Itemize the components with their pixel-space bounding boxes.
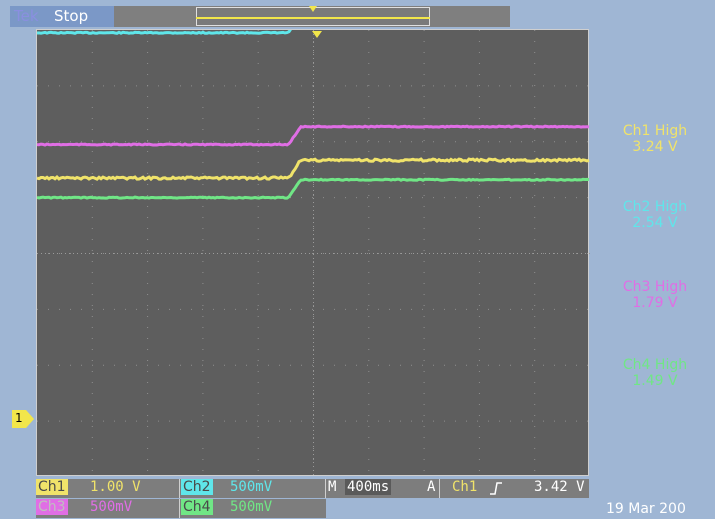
waveform-display[interactable] xyxy=(36,29,590,477)
rising-edge-icon xyxy=(490,482,502,495)
ch1-scale: 1.00 V xyxy=(90,479,141,495)
measurement-value: 2.54 V xyxy=(632,215,678,231)
measurement-ch1-high: Ch1 High 3.24 V xyxy=(598,123,712,155)
measurement-ch2-high: Ch2 High 2.54 V xyxy=(598,199,712,231)
waveform-ch2 xyxy=(37,30,292,35)
measurement-value: 3.24 V xyxy=(632,139,678,155)
ch3-scale: 500mV xyxy=(90,499,133,515)
ch4-scale: 500mV xyxy=(230,499,273,515)
trigger-level[interactable]: 3.42 V xyxy=(534,479,585,495)
record-trace-line xyxy=(196,17,430,19)
ch3-tag[interactable]: Ch3 xyxy=(36,499,68,515)
divider xyxy=(179,499,180,518)
waveform-ch3 xyxy=(37,124,590,147)
measurement-value: 1.49 V xyxy=(632,373,678,389)
date-stamp: 19 Mar 200 xyxy=(606,501,686,517)
timebase-value[interactable]: 400ms xyxy=(345,479,392,495)
acquisition-status: Stop xyxy=(54,7,89,25)
ch2-tag[interactable]: Ch2 xyxy=(181,479,213,495)
waveform-ch1 xyxy=(37,157,590,182)
brand-label: Tek xyxy=(14,7,39,25)
timebase-prefix: M xyxy=(328,479,337,495)
ch1-ground-marker[interactable]: 1 xyxy=(12,410,36,428)
trigger-position-marker xyxy=(309,6,317,12)
measurement-ch3-high: Ch3 High 1.79 V xyxy=(598,279,712,311)
graticule xyxy=(37,30,590,477)
waveform-ch4 xyxy=(37,177,590,200)
divider xyxy=(325,479,326,498)
trigger-source[interactable]: Ch1 xyxy=(452,479,478,495)
ch4-tag[interactable]: Ch4 xyxy=(181,499,213,515)
horizontal-position-marker[interactable] xyxy=(312,31,322,38)
divider xyxy=(439,479,440,498)
ch2-scale: 500mV xyxy=(230,479,273,495)
ch1-tag[interactable]: Ch1 xyxy=(36,479,68,495)
divider xyxy=(179,479,180,498)
settings-row-2: Ch3 500mV Ch4 500mV xyxy=(36,499,326,518)
ch1-marker-label: 1 xyxy=(15,411,23,425)
measurement-ch4-high: Ch4 High 1.49 V xyxy=(598,357,712,389)
measurement-value: 1.79 V xyxy=(632,295,678,311)
measurement-label: Ch2 High xyxy=(622,199,688,215)
acquisition-status-box xyxy=(10,6,114,27)
measurement-label: Ch1 High xyxy=(622,123,688,139)
trigger-mode: A xyxy=(427,479,436,495)
measurement-label: Ch4 High xyxy=(622,357,688,373)
settings-row-1: Ch1 1.00 V Ch2 500mV M 400ms A Ch1 3.42 … xyxy=(36,479,589,498)
measurement-label: Ch3 High xyxy=(622,279,688,295)
